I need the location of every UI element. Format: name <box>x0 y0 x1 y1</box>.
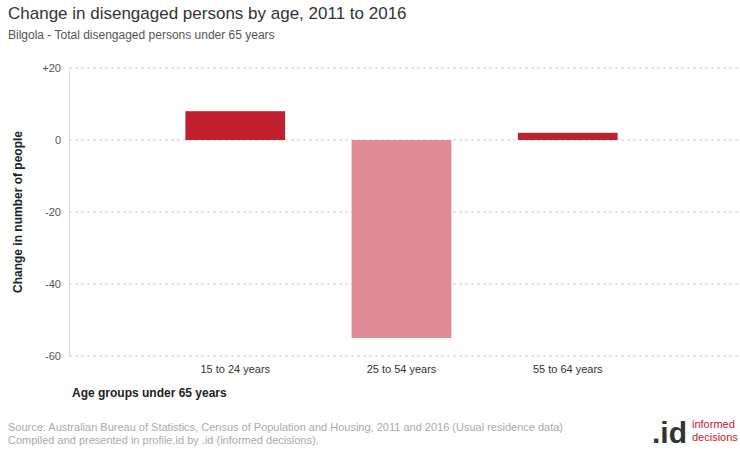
tick-label: 0 <box>55 134 61 146</box>
logo-mark: .id <box>652 416 687 449</box>
tick: 15 to 24 years <box>200 356 270 375</box>
grid <box>69 68 738 356</box>
tick-label: -20 <box>45 206 61 218</box>
tick-label: -40 <box>45 278 61 290</box>
subtitle: Bilgola - Total disengaged persons under… <box>8 28 275 42</box>
logo-text: informed <box>692 418 735 430</box>
x-axis: 15 to 24 years 25 to 54 years 55 to 64 yea… <box>200 356 603 375</box>
tick-label: 25 to 54 years <box>367 363 437 375</box>
bar <box>352 140 452 338</box>
tick-label: +20 <box>42 62 61 74</box>
y-axis: -60 -40 -20 0 +20 <box>42 62 69 362</box>
source: Source: Australian Bureau of Statistics,… <box>8 421 563 433</box>
tick: 55 to 64 years <box>533 356 603 375</box>
tick: 25 to 54 years <box>367 356 437 375</box>
x-axis-title: Age groups under 65 years <box>72 386 227 400</box>
grid-line <box>69 356 738 357</box>
tick-label: 55 to 64 years <box>533 363 603 375</box>
title: Change in disengaged persons by age, 201… <box>8 4 407 23</box>
tick: 0 <box>55 134 69 146</box>
tick-label: -60 <box>45 350 61 362</box>
source: Compiled and presented in profile.id by … <box>8 434 319 446</box>
tick: -60 <box>45 350 69 362</box>
tick: +20 <box>42 62 69 74</box>
logo-text: decisions <box>692 431 738 443</box>
tick: -40 <box>45 278 69 290</box>
bars <box>185 111 617 338</box>
bar <box>518 133 618 140</box>
tick-label: 15 to 24 years <box>200 363 270 375</box>
bar <box>185 111 285 140</box>
axis-line <box>69 69 70 357</box>
grid-line <box>69 68 738 69</box>
tick: -20 <box>45 206 69 218</box>
y-axis-title: Change in number of people <box>11 131 25 293</box>
